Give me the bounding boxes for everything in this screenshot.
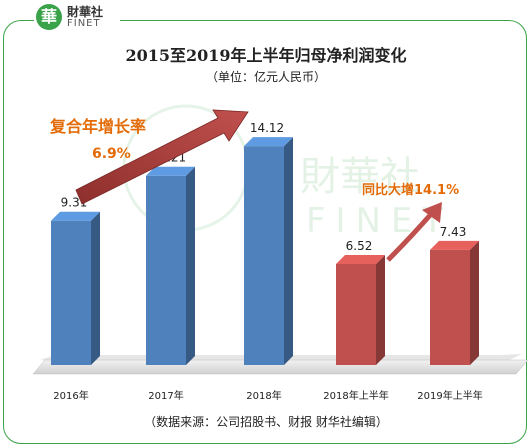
bar-front: [430, 249, 470, 365]
yoy-arrowhead-icon: [422, 202, 442, 223]
bar-top: [336, 254, 385, 264]
bar-side: [284, 137, 293, 365]
bar-value-label: 6.52: [346, 239, 373, 253]
x-tick-label: 2016年: [53, 389, 88, 402]
bar-top: [146, 166, 195, 176]
bar-top: [430, 240, 479, 250]
cagr-label: 复合年增长率: [49, 117, 146, 136]
x-tick-label: 2019年上半年: [417, 389, 482, 402]
yoy-arrow-icon: [386, 211, 434, 262]
x-axis-labels: 2016年 2017年 2018年 2018年上半年 2019年上半年: [53, 389, 482, 402]
source-note: （数据来源：公司招股书、财报 财华社编辑）: [144, 414, 388, 429]
bars-group: 9.3112.2114.126.527.43: [51, 121, 479, 365]
bar-top: [244, 137, 293, 147]
logo-english-name: FINET: [67, 18, 101, 29]
chart-title: 2015至2019年上半年归母净利润变化: [125, 46, 406, 65]
bar-3: [244, 137, 293, 365]
bar-side: [91, 211, 100, 365]
chart-subtitle: （单位：亿元人民币）: [206, 69, 326, 84]
bar-5: [430, 240, 479, 365]
logo-mark-icon: 華: [36, 4, 62, 30]
finet-logo: 華 財華社 FINET: [34, 2, 120, 32]
bar-value-label: 14.12: [250, 121, 284, 135]
bar-side: [186, 166, 195, 365]
yoy-label: 同比大增: [362, 182, 414, 198]
bar-top: [51, 211, 100, 221]
x-tick-label: 2017年: [148, 389, 183, 402]
bar-side: [470, 240, 479, 365]
growth-arrow-icon: [75, 109, 249, 205]
bar-side: [376, 254, 385, 365]
bar-front: [146, 175, 186, 365]
logo-chinese-name: 財華社: [67, 5, 104, 19]
cagr-value: 6.9%: [92, 146, 131, 162]
x-tick-label: 2018年上半年: [323, 389, 388, 402]
bar-front: [336, 263, 376, 365]
watermark-cn: 財華社: [300, 154, 420, 200]
watermark-en: FINET: [306, 201, 453, 241]
bar-front: [244, 146, 284, 365]
bar-1: [51, 211, 100, 365]
finet-watermark: 財華社 FINET: [122, 104, 453, 241]
svg-text:同比大增14.1%: 同比大增14.1%: [362, 182, 459, 198]
bar-front: [51, 220, 91, 365]
bar-2: [146, 166, 195, 365]
x-tick-label: 2018年: [246, 389, 281, 402]
bar-value-label: 7.43: [440, 225, 467, 239]
bar-4: [336, 254, 385, 365]
yoy-value: 14.1%: [414, 183, 459, 198]
